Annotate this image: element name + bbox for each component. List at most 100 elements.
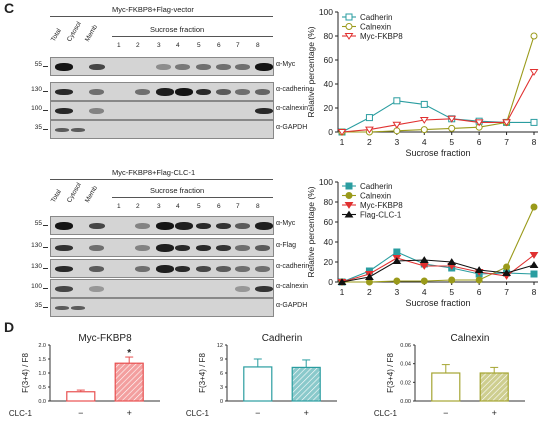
x-tick-label: + [127, 408, 132, 418]
blot-bottom-mw-tick [43, 267, 48, 269]
blot-bottom-band [156, 221, 174, 230]
blot-bottom-band [196, 222, 211, 229]
blot-top-antibody-label: α-Myc [276, 60, 296, 68]
blot-bottom-antibody-label: α-GAPDH [276, 301, 308, 309]
blot-top-mw-tick [43, 128, 48, 130]
blot-top-band [175, 87, 193, 96]
blot-bottom-band [135, 222, 150, 229]
blot-bottom-strip [50, 298, 274, 317]
blot-top-mw-marker: 35 [34, 123, 42, 131]
blot-top-band [196, 88, 211, 95]
series-line [341, 71, 535, 133]
blot-top: Myc-FKBP8+Flag-vector Sucrose fraction T… [0, 0, 309, 160]
x-tick-label: 2 [367, 287, 372, 297]
legend-label: Calnexin [360, 192, 391, 201]
series-line [342, 35, 535, 133]
blot-top-band [255, 88, 270, 95]
blot-bottom-mw-marker: 55 [34, 219, 42, 227]
blot-top-lane-label: 5 [197, 42, 201, 49]
blot-bottom-lane-label: 6 [217, 203, 221, 210]
blot-top-title: Myc-FKBP8+Flag-vector [112, 5, 194, 14]
bar-chart-cadherin: Cadherin 0 3 6 9 12 F(3+4) / F8 − + CLC-1 [186, 333, 337, 418]
y-tick-label: 60 [324, 217, 334, 227]
blot-bottom-band [55, 305, 69, 310]
blot-bottom-antibody-label: α-Myc [276, 219, 296, 227]
blot-bottom-band [255, 221, 273, 230]
data-point [420, 277, 428, 285]
data-point [529, 261, 539, 268]
x-tick-label: 1 [340, 137, 345, 147]
blot-top-strip [50, 101, 274, 120]
data-point [447, 258, 457, 265]
bar [479, 372, 509, 402]
blot-top-lane-label: 4 [176, 42, 180, 49]
data-point [337, 278, 347, 285]
legend-marker [344, 210, 354, 218]
x-tick-label: 4 [422, 287, 427, 297]
blot-bottom-band [135, 244, 150, 251]
data-point [447, 115, 457, 123]
legend-label: Myc-FKBP8 [360, 201, 403, 210]
bar-chart-myc-fkbp8: Myc-FKBP8 0.0 0.5 1.0 1.5 2.0 F(3+4) / F8 − * + CL… [9, 333, 160, 418]
blot-bottom-band [89, 244, 104, 251]
blot-top-band [255, 107, 273, 114]
data-point [337, 129, 347, 136]
blot-top-title-line [50, 16, 273, 17]
blot-top-strip [50, 120, 274, 139]
blot-top-fraction-line [112, 36, 273, 37]
x-tick-label: 8 [532, 287, 537, 297]
blot-top-band [156, 87, 174, 96]
y-tick-label: 12 [217, 343, 223, 349]
series-line [341, 259, 535, 283]
blot-top-lane-label: 1 [117, 42, 121, 49]
series-line [341, 254, 535, 283]
y-tick-label: 40 [324, 237, 334, 247]
y-tick-label: 60 [324, 55, 334, 65]
blot-top-mw-marker: 55 [34, 60, 42, 68]
line-chart-vector: 0 20 40 60 80 100 1 2 3 4 5 6 7 8 Sucrose fraction Rela… [306, 7, 539, 158]
legend-label: Cadherin [360, 182, 392, 191]
blot-bottom-band [175, 244, 190, 251]
x-tick-label: 7 [504, 137, 509, 147]
x-tick-label: − [78, 408, 83, 418]
y-tick-label: 80 [324, 31, 334, 41]
blot-top-lane-label: 3 [157, 42, 161, 49]
y-tick-label: 0 [328, 277, 333, 287]
y-tick-label: 20 [324, 257, 334, 267]
data-point [530, 270, 538, 278]
x-tick-label: 5 [449, 287, 454, 297]
x-tick-label: 6 [477, 137, 482, 147]
blot-top-band [89, 107, 104, 114]
y-tick-label: 100 [319, 177, 333, 187]
blot-bottom-band [196, 244, 211, 251]
blot-bottom-mw-marker: 130 [31, 262, 42, 270]
blot-bottom-antibody-label: α-Flag [276, 241, 296, 249]
blot-top-band [255, 62, 273, 71]
blot-top-band [55, 62, 73, 71]
legend-label: Cadherin [360, 13, 392, 22]
blot-bottom-band [216, 222, 231, 229]
blot-bottom-fraction-line [112, 197, 273, 198]
blot-bottom-lane-label: 2 [136, 203, 140, 210]
y-tick-label: 0.06 [400, 343, 411, 349]
data-point [530, 32, 538, 40]
blot-top-band [55, 127, 69, 132]
blot-bottom-band [55, 285, 73, 292]
blot-top-band [175, 63, 190, 70]
data-point [529, 252, 539, 259]
y-tick-label: 0.02 [400, 380, 411, 386]
blot-bottom-band [255, 265, 270, 272]
series-line [342, 206, 535, 283]
blot-bottom-band [216, 244, 231, 251]
blot-top-band [55, 107, 73, 114]
legend-label: Calnexin [360, 23, 391, 32]
blot-bottom-band [235, 285, 250, 292]
data-point [365, 273, 374, 280]
legend-label: Myc-FKBP8 [360, 32, 403, 41]
data-point [392, 121, 402, 129]
y-tick-label: 40 [324, 79, 334, 89]
blot-top-strip [50, 57, 274, 76]
y-tick-label: 20 [324, 103, 334, 113]
y-tick-label: 0.00 [400, 399, 411, 405]
y-tick-label: 1.0 [38, 371, 46, 377]
